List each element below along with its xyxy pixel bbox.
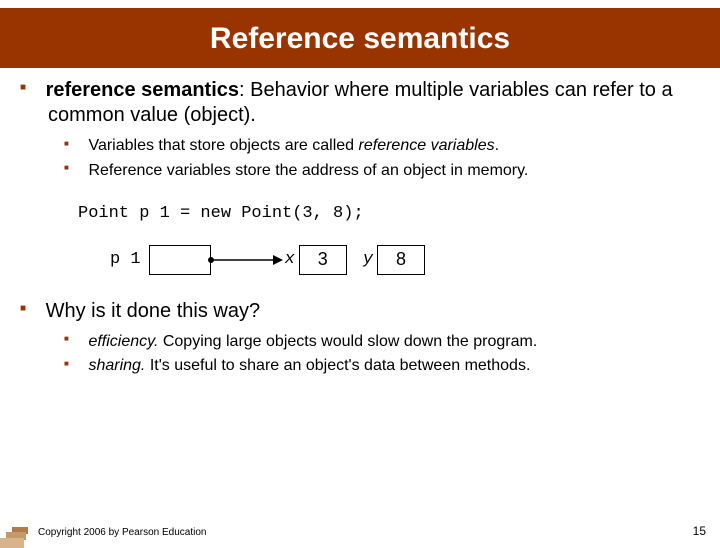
x-label: x (285, 250, 295, 269)
sub-bullet-1a: ■ Variables that store objects are calle… (78, 136, 700, 157)
corner-decoration (0, 522, 30, 548)
sub-bullet-1b: ■ Reference variables store the address … (78, 161, 700, 182)
arrow-icon (181, 245, 283, 275)
sub2b-rest: It's useful to share an object's data be… (145, 357, 530, 374)
ptr-label: p 1 (110, 250, 141, 269)
sub2b-em: sharing. (88, 357, 145, 374)
sub1a-post: . (495, 137, 499, 154)
sub1a-pre: Variables that store objects are called (88, 137, 358, 154)
slide-title: Reference semantics (0, 8, 720, 68)
y-value-box: 8 (377, 245, 425, 275)
sub-bullet-2a: ■ efficiency. Copying large objects woul… (78, 332, 700, 353)
code-line: Point p 1 = new Point(3, 8); (78, 204, 700, 223)
sub1a-em: reference variables (359, 137, 495, 154)
y-label: y (363, 250, 373, 269)
sub2a-em: efficiency. (88, 333, 158, 350)
pointer-diagram: p 1 x 3 y 8 (110, 245, 720, 275)
x-value-box: 3 (299, 245, 347, 275)
arrow-wrap (211, 245, 283, 275)
sub1b-text: Reference variables store the address of… (88, 162, 528, 179)
sub-bullet-2b: ■ sharing. It's useful to share an objec… (78, 356, 700, 377)
term-bold: reference semantics (46, 79, 239, 101)
main-bullet-1: ■ reference semantics: Behavior where mu… (34, 78, 700, 128)
main-bullet-2: ■ Why is it done this way? (34, 299, 700, 324)
copyright-footer: Copyright 2006 by Pearson Education (38, 527, 206, 538)
main2-text: Why is it done this way? (46, 300, 261, 322)
page-number: 15 (693, 524, 706, 538)
sub2a-rest: Copying large objects would slow down th… (158, 333, 537, 350)
